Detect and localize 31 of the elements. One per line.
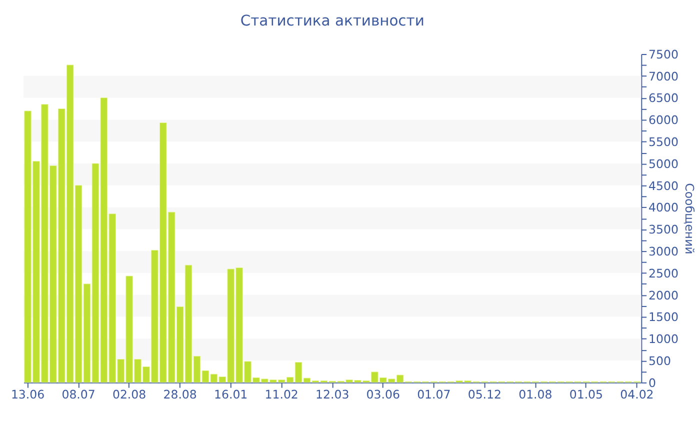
y-tick-label: 4000 <box>648 200 678 215</box>
x-tick-label: 03.06 <box>366 388 400 402</box>
y-tick-label: 2000 <box>648 288 678 302</box>
y-tick-label: 6500 <box>648 91 678 106</box>
y-tick-label: 6000 <box>648 113 678 128</box>
y-tick-label: 7500 <box>648 47 678 62</box>
y-tick-label: 0 <box>648 376 656 390</box>
x-tick-label: 08.07 <box>62 388 96 402</box>
y-tick-label: 1500 <box>648 310 678 324</box>
y-tick-label: 500 <box>648 354 671 368</box>
x-tick-label: 11.02 <box>264 388 298 402</box>
y-tick-label: 4500 <box>648 178 678 193</box>
y-tick-label: 3500 <box>648 222 678 237</box>
x-tick-label: 05.12 <box>468 388 502 402</box>
y-tick-label: 2500 <box>648 266 678 280</box>
x-tick-label: 12.03 <box>316 388 350 402</box>
y-tick-label: 5500 <box>648 135 678 150</box>
y-tick-label: 1000 <box>648 332 678 346</box>
y-tick-label: 3000 <box>648 244 678 258</box>
x-tick-label: 04.02 <box>620 388 654 402</box>
x-tick-label: 01.08 <box>518 388 552 402</box>
x-tick-label: 28.08 <box>163 388 197 402</box>
y-axis-title: Сообщений <box>682 183 696 254</box>
x-tick-label: 01.07 <box>417 388 451 402</box>
x-tick-label: 13.06 <box>10 388 45 402</box>
y-tick-label: 7000 <box>648 69 678 84</box>
x-tick-label: 16.01 <box>214 388 248 402</box>
x-tick-label: 01.05 <box>569 388 603 402</box>
x-tick-label: 02.08 <box>112 388 146 402</box>
chart-title: Статистика активности <box>240 12 424 30</box>
y-tick-label: 5000 <box>648 156 678 171</box>
